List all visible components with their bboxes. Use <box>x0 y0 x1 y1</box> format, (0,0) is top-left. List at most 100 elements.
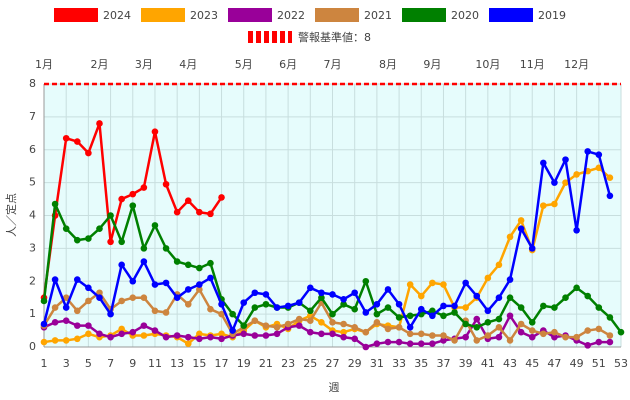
data-point <box>584 327 592 334</box>
data-point <box>540 202 547 209</box>
data-point <box>484 274 492 282</box>
data-point <box>517 304 525 311</box>
data-point <box>417 292 425 300</box>
data-point <box>73 307 81 315</box>
data-point <box>184 286 192 293</box>
data-point <box>484 319 492 326</box>
data-point <box>295 315 303 323</box>
data-point <box>184 197 192 205</box>
series-line <box>43 166 611 345</box>
month-label: 3月 <box>135 58 153 71</box>
data-point <box>96 330 103 338</box>
data-point <box>506 276 514 283</box>
data-point <box>406 312 414 320</box>
data-point <box>140 332 148 339</box>
data-point <box>462 333 469 341</box>
data-point <box>151 327 159 334</box>
data-point <box>584 292 592 300</box>
data-point <box>96 294 103 301</box>
month-label: 9月 <box>423 58 441 71</box>
legend-swatch <box>402 8 446 22</box>
data-point <box>451 302 458 310</box>
data-point <box>73 322 81 329</box>
data-point <box>229 327 236 334</box>
x-tick-label: 35 <box>414 357 428 370</box>
data-point <box>118 297 125 305</box>
data-point <box>429 332 436 339</box>
month-label: 2月 <box>90 58 108 71</box>
x-axis-label: 週 <box>329 381 340 394</box>
x-tick-label: 17 <box>215 357 229 370</box>
data-point <box>440 302 447 310</box>
data-point <box>373 319 381 326</box>
data-point <box>473 323 481 331</box>
x-tick-label: 5 <box>85 357 92 370</box>
data-point <box>340 333 347 341</box>
data-point <box>40 297 48 305</box>
series-line <box>42 150 612 332</box>
data-point <box>151 281 159 288</box>
data-point <box>351 289 358 297</box>
data-point <box>51 200 59 208</box>
data-point <box>207 333 214 341</box>
data-point <box>307 317 314 325</box>
data-point <box>451 337 458 344</box>
data-point <box>395 314 403 321</box>
data-point <box>318 330 325 338</box>
month-label: 8月 <box>379 58 397 71</box>
data-point <box>240 330 248 338</box>
data-point <box>606 192 614 200</box>
x-tick-label: 19 <box>237 357 251 370</box>
legend-label: 2024 <box>103 9 131 22</box>
data-point <box>429 307 436 315</box>
data-point <box>351 335 358 343</box>
data-point <box>329 330 336 338</box>
data-point <box>207 210 214 218</box>
data-point <box>96 225 103 232</box>
y-tick-label: 8 <box>29 77 36 90</box>
data-point <box>118 261 125 269</box>
data-point <box>62 317 70 325</box>
data-point <box>506 312 514 320</box>
x-tick-label: 37 <box>436 357 450 370</box>
data-point <box>173 294 181 301</box>
data-point <box>473 337 481 344</box>
data-point <box>406 330 414 338</box>
data-point <box>395 338 403 346</box>
data-point <box>40 320 48 328</box>
data-point <box>196 281 203 288</box>
data-point <box>85 284 92 292</box>
x-tick-label: 47 <box>547 357 561 370</box>
legend-swatch <box>315 8 359 22</box>
series-line <box>42 288 611 342</box>
data-point <box>384 325 392 333</box>
data-point <box>417 330 425 338</box>
y-tick-label: 7 <box>29 110 36 123</box>
data-point <box>595 151 603 158</box>
data-point <box>406 281 414 288</box>
y-tick-label: 0 <box>29 340 36 353</box>
data-point <box>606 332 614 339</box>
data-point <box>329 291 336 298</box>
y-axis-label: 人／定点 <box>4 193 18 237</box>
data-point <box>262 300 270 308</box>
data-point <box>151 128 159 135</box>
data-point <box>584 148 592 155</box>
legend-label: 2021 <box>364 9 392 22</box>
x-tick-label: 11 <box>148 357 162 370</box>
x-tick-label: 25 <box>303 357 317 370</box>
data-point <box>140 322 148 329</box>
data-point <box>617 328 625 336</box>
data-point <box>562 156 569 163</box>
x-tick-label: 3 <box>63 357 70 370</box>
month-label: 4月 <box>179 58 197 71</box>
data-point <box>73 138 81 145</box>
data-point <box>207 259 214 267</box>
y-tick-label: 2 <box>29 274 36 287</box>
data-point <box>595 338 603 346</box>
data-point <box>196 335 203 343</box>
data-point <box>62 304 70 311</box>
data-point <box>62 294 70 301</box>
data-point <box>417 340 425 348</box>
